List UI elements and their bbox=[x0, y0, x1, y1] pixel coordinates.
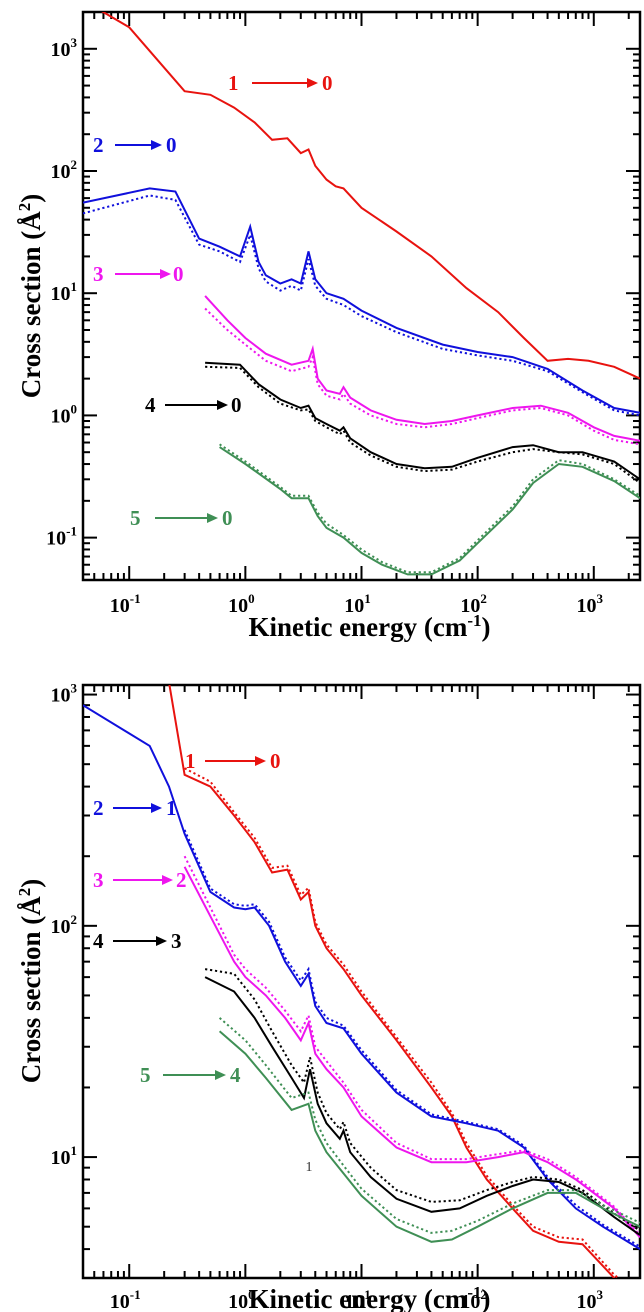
x-axis-label: Kinetic energy (cm-1) bbox=[248, 611, 490, 642]
series-4-0-dotted-line bbox=[205, 365, 640, 484]
series-5-4-dotted-line bbox=[218, 1017, 640, 1234]
x-tick-label: 102 bbox=[460, 591, 487, 617]
series-3-0-dotted-line bbox=[204, 307, 640, 446]
series-1-0-dotted-line bbox=[184, 767, 620, 1278]
series-1-0-solid-line bbox=[101, 12, 640, 380]
series-2-1-solid-line bbox=[83, 704, 640, 1250]
transition-from: 4 bbox=[145, 393, 156, 417]
x-tick-label: 100 bbox=[228, 1287, 255, 1312]
series-3-2-dotted-line bbox=[183, 855, 640, 1236]
series-lines bbox=[83, 685, 640, 1278]
transition-from: 5 bbox=[140, 1063, 151, 1087]
series-2-1-dotted-line bbox=[183, 829, 640, 1248]
y-tick-label: 102 bbox=[51, 912, 78, 938]
y-tick-label: 10-1 bbox=[46, 524, 77, 550]
series-3-0-solid-line bbox=[204, 295, 640, 442]
arrow-head-icon bbox=[217, 400, 228, 410]
arrow-head-icon bbox=[151, 803, 162, 813]
series-4-0-solid-line bbox=[205, 361, 640, 481]
plot-frame bbox=[81, 10, 642, 582]
arrow-head-icon bbox=[215, 1070, 226, 1080]
transition-from: 4 bbox=[93, 929, 104, 953]
series-5-4-solid-line bbox=[218, 1030, 640, 1243]
transition-to: 3 bbox=[171, 929, 182, 953]
transition-to: 1 bbox=[166, 796, 177, 820]
transition-to: 0 bbox=[222, 506, 233, 530]
transition-to: 4 bbox=[230, 1063, 241, 1087]
y-tick-label: 101 bbox=[51, 279, 78, 305]
x-tick-label: 103 bbox=[577, 1287, 604, 1312]
arrow-head-icon bbox=[160, 269, 171, 279]
transition-from: 1 bbox=[185, 749, 196, 773]
y-axis-ticks bbox=[83, 693, 640, 1279]
y-axis-ticks bbox=[83, 11, 640, 576]
series-1-0-solid-line bbox=[168, 685, 616, 1278]
arrow-head-icon bbox=[162, 875, 173, 885]
transition-from: 3 bbox=[93, 262, 104, 286]
y-axis-label: Cross section (Å2) bbox=[15, 194, 46, 398]
x-tick-label: 102 bbox=[460, 1287, 487, 1312]
arrow-head-icon bbox=[255, 756, 266, 766]
series-4-3-solid-line bbox=[204, 976, 640, 1236]
top-chart: 10-1 100 101 102 10310-1100101102103Kinetic … bbox=[15, 10, 642, 642]
x-tick-label: 10-1 bbox=[110, 591, 141, 617]
series-lines bbox=[83, 12, 640, 576]
transition-from: 3 bbox=[93, 868, 104, 892]
transition-from: 2 bbox=[93, 133, 104, 157]
x-tick-label: 103 bbox=[577, 591, 604, 617]
transition-from: 1 bbox=[228, 71, 239, 95]
y-tick-label: 103 bbox=[51, 35, 78, 61]
x-tick-label: 10-1 bbox=[110, 1287, 141, 1312]
transition-to: 0 bbox=[231, 393, 242, 417]
series-4-3-dotted-line bbox=[204, 968, 640, 1232]
arrow-head-icon bbox=[156, 936, 167, 946]
series-2-0-dotted-line bbox=[83, 194, 640, 417]
transition-from: 5 bbox=[130, 506, 141, 530]
arrow-head-icon bbox=[207, 513, 218, 523]
y-tick-label: 101 bbox=[51, 1143, 78, 1169]
transition-to: 0 bbox=[322, 71, 333, 95]
page-number: 1 bbox=[306, 1160, 313, 1175]
x-axis-ticks bbox=[82, 685, 630, 1278]
y-axis-label: Cross section (Å2) bbox=[15, 879, 46, 1083]
x-tick-label: 101 bbox=[344, 1287, 371, 1312]
transition-to: 0 bbox=[270, 749, 281, 773]
x-axis-label: Kinetic energy (cm-1) bbox=[248, 1283, 490, 1312]
x-tick-label: 101 bbox=[344, 591, 371, 617]
transition-to: 0 bbox=[173, 262, 184, 286]
transition-to: 0 bbox=[166, 133, 177, 157]
transition-to: 2 bbox=[176, 868, 187, 892]
x-axis-ticks bbox=[82, 12, 630, 580]
arrow-head-icon bbox=[307, 78, 318, 88]
series-5-0-solid-line bbox=[219, 446, 640, 576]
y-tick-label: 100 bbox=[51, 401, 78, 427]
series-2-0-solid-line bbox=[83, 187, 640, 414]
y-tick-label: 102 bbox=[51, 157, 78, 183]
series-3-2-solid-line bbox=[183, 866, 640, 1238]
y-tick-label: 103 bbox=[51, 681, 78, 707]
arrow-head-icon bbox=[151, 140, 162, 150]
series-5-0-dotted-line bbox=[219, 443, 640, 574]
x-tick-label: 100 bbox=[228, 591, 255, 617]
transition-from: 2 bbox=[93, 796, 104, 820]
